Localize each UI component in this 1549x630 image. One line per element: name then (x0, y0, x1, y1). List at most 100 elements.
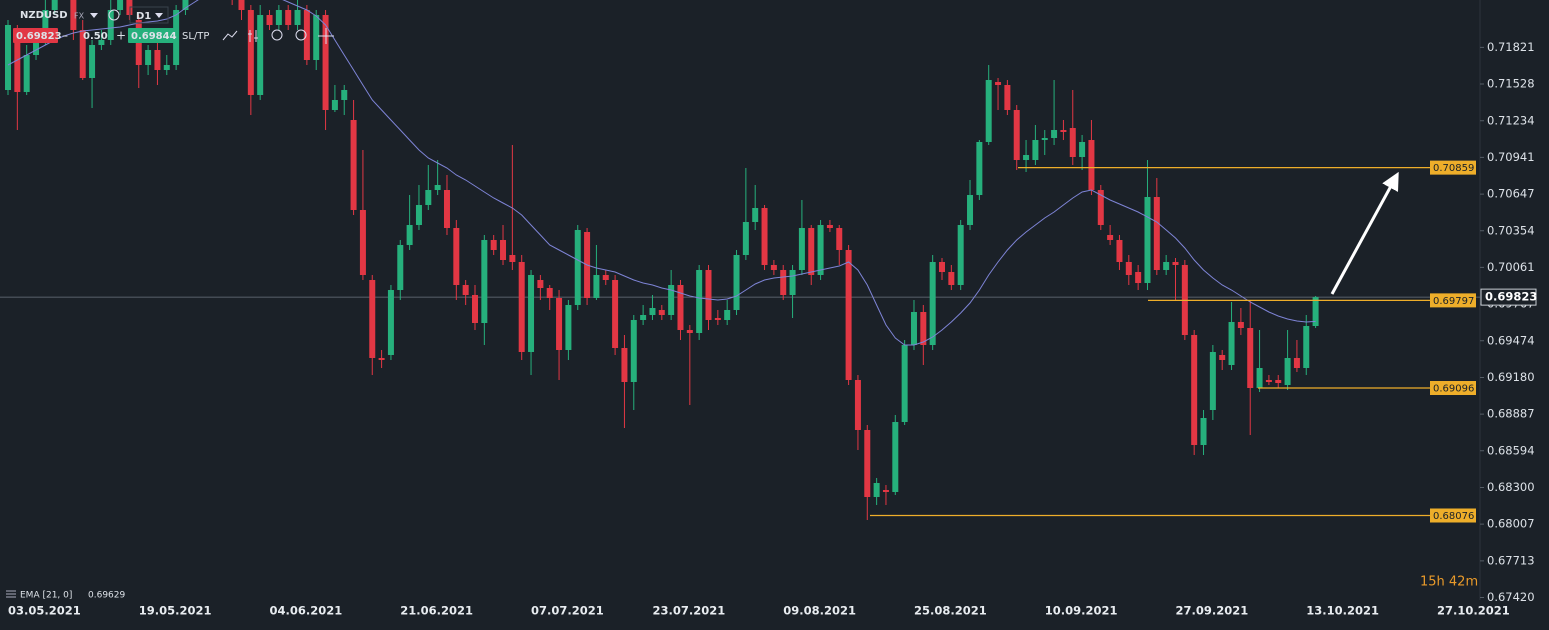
candle-body (369, 280, 376, 358)
candle-body (378, 358, 385, 360)
line-tool-icon[interactable] (222, 30, 238, 41)
candle-body (341, 90, 348, 100)
candle-body (107, 10, 114, 40)
candle-body (285, 10, 292, 25)
x-tick-label: 03.05.2021 (8, 604, 81, 618)
candle-body (154, 50, 161, 70)
candle-body (359, 210, 366, 275)
x-tick-label: 07.07.2021 (531, 604, 604, 618)
ask-button[interactable] (128, 28, 174, 43)
symbol[interactable]: NZDUSD (20, 10, 68, 21)
candle-body (882, 490, 889, 492)
candle-body (518, 262, 525, 352)
x-tick-label: 04.06.2021 (270, 604, 343, 618)
bid-button[interactable] (13, 28, 58, 43)
bid[interactable]: 0.69823 (16, 31, 62, 42)
y-tick-label: 0.70941 (1487, 150, 1535, 164)
candle-body (406, 225, 413, 245)
countdown: 15h 42m (1420, 575, 1478, 590)
price-tag (1480, 288, 1537, 306)
candle-body (1135, 272, 1142, 283)
y-tick-label: 0.68887 (1487, 407, 1535, 421)
info-icon[interactable] (108, 9, 120, 21)
candle-body (173, 10, 180, 65)
candle-body (1275, 380, 1282, 383)
candle-body (528, 275, 535, 352)
y-tick-label: 0.69474 (1487, 333, 1535, 347)
candle-body (892, 422, 899, 492)
indicator-legend: EMA [21, 0] 0.69629 (6, 590, 125, 601)
candle-body (397, 245, 404, 290)
sl-tp[interactable]: SL/TP (182, 31, 209, 42)
candle-body (612, 280, 619, 348)
x-tick-label: 19.05.2021 (139, 604, 212, 618)
x-tick-label: 23.07.2021 (652, 604, 725, 618)
candle-body (14, 30, 21, 92)
ask[interactable]: 0.69844 (131, 31, 177, 42)
candle-body (425, 190, 432, 205)
candle-body (1107, 235, 1114, 240)
pan-icon[interactable] (318, 28, 334, 44)
arrow (1330, 171, 1399, 295)
y-tick-label: 0.71528 (1487, 77, 1535, 91)
candle-body (313, 15, 320, 60)
y-tick-label: 0.68300 (1487, 480, 1535, 494)
candle-body (1023, 155, 1030, 160)
candle-body (1303, 326, 1310, 368)
candle-body (696, 270, 703, 333)
zoom-in-icon[interactable] (295, 29, 307, 41)
indicator-icon[interactable] (248, 30, 258, 42)
candle-body (1116, 240, 1123, 262)
timeframe[interactable]: D1 (136, 11, 151, 22)
candle-body (658, 310, 665, 315)
candle-body (798, 228, 805, 270)
candle-body (630, 320, 637, 382)
candle-body (238, 0, 245, 10)
zoom-out-icon[interactable] (271, 29, 283, 41)
candle-body (1191, 335, 1198, 445)
candle-body (1125, 262, 1132, 275)
timeframe-dropdown[interactable] (155, 13, 163, 18)
y-tick-label: 0.70647 (1487, 187, 1535, 201)
level-label: 0.68076 (1433, 511, 1474, 522)
y-tick-label: 0.71821 (1487, 40, 1535, 54)
candle-body (163, 65, 170, 70)
candle-body (957, 225, 964, 285)
candle-body (1004, 85, 1011, 110)
candle-body (976, 142, 983, 195)
symbol-dropdown[interactable] (90, 13, 98, 18)
candle-body (686, 330, 693, 333)
lot-minus[interactable]: – (62, 29, 68, 43)
candle-body (574, 230, 581, 305)
candle-body (266, 15, 273, 25)
candle-body (985, 80, 992, 142)
y-tick-label: 0.70061 (1487, 260, 1535, 274)
y-tick-label: 0.70354 (1487, 223, 1535, 237)
candle-body (182, 0, 189, 10)
candle-body (1097, 190, 1104, 225)
candle-body (89, 45, 96, 78)
x-tick-label: 13.10.2021 (1306, 604, 1379, 618)
candle-body (481, 240, 488, 323)
lot[interactable]: 0.50 (83, 31, 108, 42)
y-tick-label: 0.71234 (1487, 113, 1535, 127)
candle-body (602, 275, 609, 280)
candle-body (145, 50, 152, 65)
candle-body (640, 315, 647, 320)
y-tick-label: 0.68007 (1487, 517, 1535, 531)
candle-body (789, 270, 796, 295)
timeframe-box[interactable] (129, 6, 169, 24)
plot-area (0, 0, 1480, 520)
legend-icon[interactable] (6, 590, 16, 598)
candle-body (854, 380, 861, 430)
candle-body (742, 222, 749, 255)
candle-body (780, 270, 787, 295)
candle-body (415, 205, 422, 225)
candle-body (79, 30, 86, 78)
lot-plus[interactable]: + (116, 29, 126, 43)
candle-body (1247, 328, 1254, 388)
candle-body (546, 288, 553, 298)
candle-body (1069, 128, 1076, 157)
